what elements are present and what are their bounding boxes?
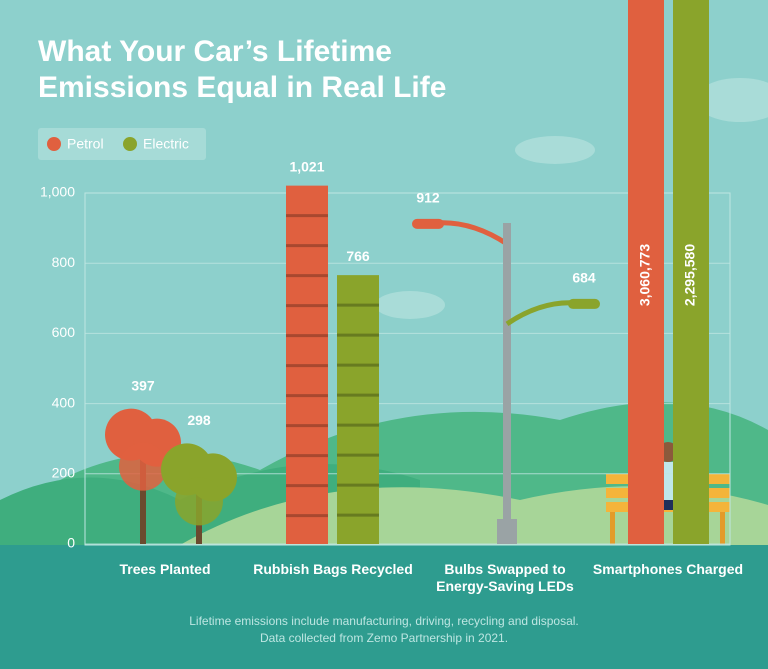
legend-label: Petrol: [67, 136, 104, 152]
lamp-head: [412, 218, 444, 229]
phone-bar: [628, 0, 664, 544]
x-tick-label: Smartphones Charged: [592, 561, 744, 577]
footnote: Lifetime emissions include manufacturing…: [189, 614, 579, 628]
value-label: 912: [416, 190, 440, 206]
x-tick-label: Trees Planted: [119, 561, 211, 577]
x-tick-label: Rubbish Bags Recycled: [253, 561, 413, 577]
tree-trunk: [140, 444, 146, 544]
legend-label: Electric: [143, 136, 189, 152]
data-mark: [673, 0, 709, 544]
data-mark: [161, 443, 237, 544]
legend-swatch: [47, 137, 61, 151]
lamp-head: [568, 298, 600, 309]
data-mark: [412, 218, 509, 246]
data-mark: [505, 298, 600, 326]
y-tick-label: 600: [52, 324, 76, 340]
value-label: 684: [572, 270, 596, 286]
tree-crown: [175, 477, 223, 526]
value-label: 1,021: [289, 158, 324, 174]
data-mark: [105, 408, 181, 544]
data-mark: [286, 185, 328, 544]
phone-bar: [673, 0, 709, 544]
y-tick-label: 800: [52, 254, 76, 270]
lamp-base: [497, 519, 517, 544]
value-label: 397: [131, 377, 155, 393]
chart-title: What Your Car’s Lifetime Emissions Equal…: [38, 35, 447, 104]
bag-stack: [286, 185, 328, 544]
bag-stack: [337, 275, 379, 544]
y-tick-label: 0: [67, 535, 75, 551]
value-label: 766: [346, 248, 370, 264]
legend-swatch: [123, 137, 137, 151]
tree-crown: [119, 442, 167, 491]
data-mark: [628, 0, 664, 544]
value-label: 3,060,773: [637, 244, 653, 306]
y-tick-label: 200: [52, 465, 76, 481]
x-tick-label: Bulbs Swapped to Energy-Saving LEDs: [436, 561, 574, 594]
footnote: Data collected from Zemo Partnership in …: [259, 631, 509, 645]
value-label: 2,295,580: [682, 244, 698, 306]
value-label: 298: [187, 412, 211, 428]
legend: [38, 128, 206, 160]
lamp-pole: [503, 223, 511, 524]
y-tick-label: 400: [52, 394, 76, 410]
data-mark: [337, 275, 379, 544]
y-tick-label: 1,000: [40, 184, 75, 200]
